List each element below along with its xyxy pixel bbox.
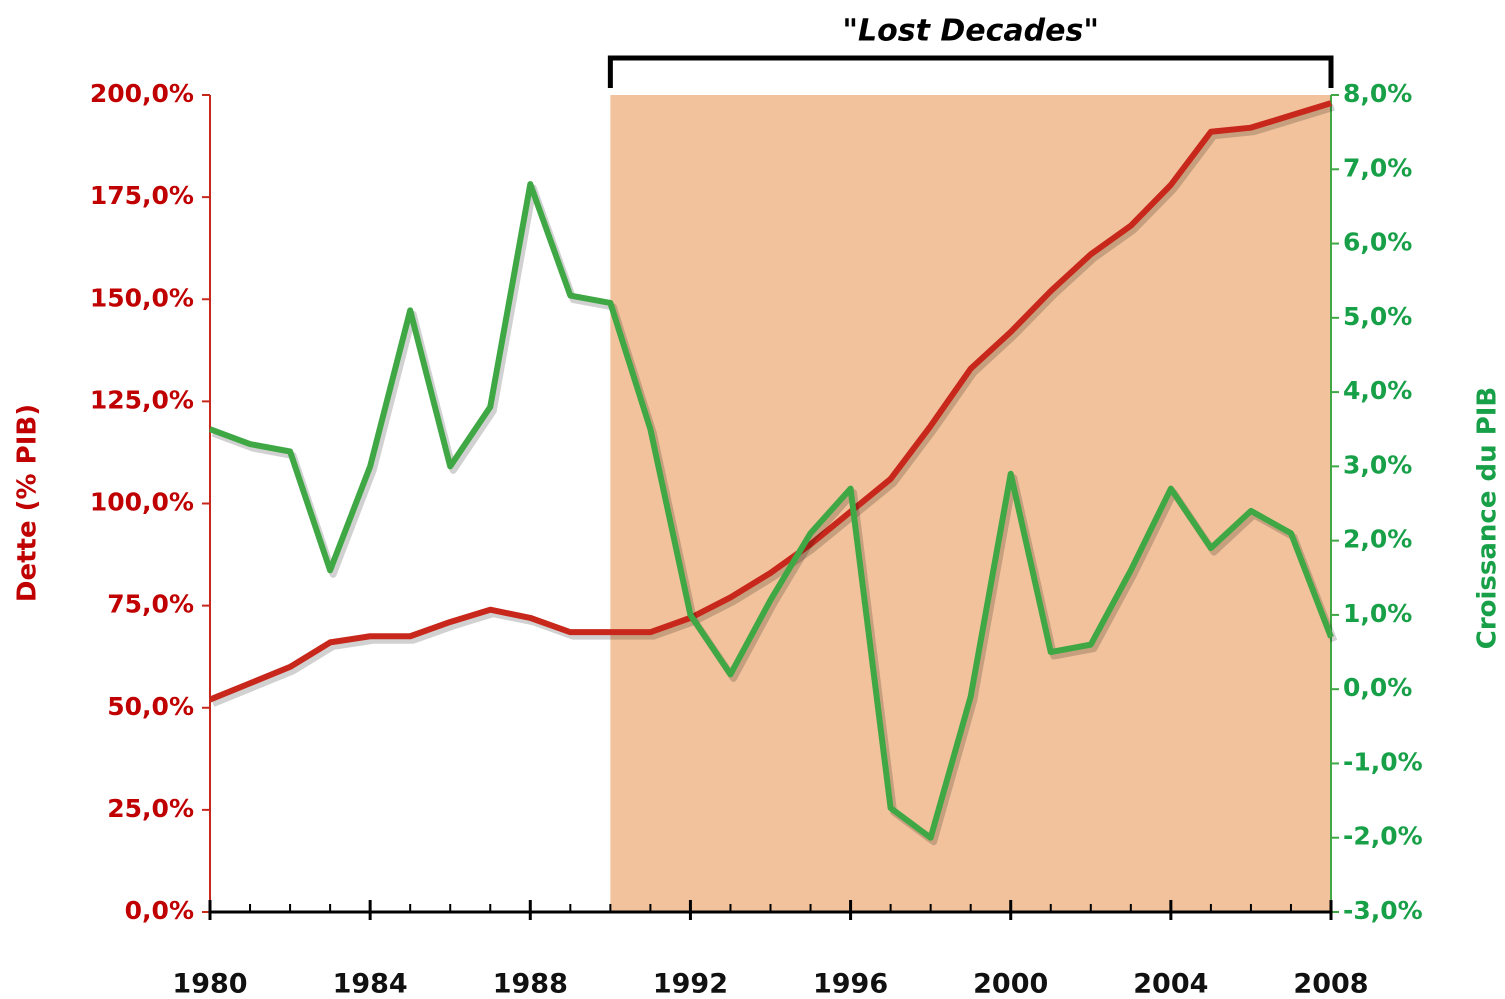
y2-tick-label: 4,0% xyxy=(1343,376,1412,405)
y-tick-label: 75,0% xyxy=(107,590,194,619)
y2-tick-label: -1,0% xyxy=(1343,747,1423,776)
y2-tick-label: 3,0% xyxy=(1343,450,1412,479)
bracket xyxy=(607,55,1334,88)
x-tick-label: 1980 xyxy=(172,969,247,999)
y-tick-label: 0,0% xyxy=(125,896,194,925)
y2-tick-label: -2,0% xyxy=(1343,822,1423,851)
x-tick-label: 1988 xyxy=(493,969,568,999)
y-tick-label: 50,0% xyxy=(107,692,194,721)
y-axis-label: Dette (% PIB) xyxy=(13,404,43,602)
y-tick-label: 175,0% xyxy=(90,181,194,210)
y2-tick-label: 7,0% xyxy=(1343,153,1412,182)
y2-tick-label: 0,0% xyxy=(1343,673,1412,702)
x-tick-label: 1996 xyxy=(813,969,888,999)
shaded-region xyxy=(610,95,1331,912)
x-tick-label: 2004 xyxy=(1133,969,1208,999)
y-tick-label: 25,0% xyxy=(107,794,194,823)
y2-axis-label: Croissance du PIB xyxy=(1473,387,1503,650)
line xyxy=(208,181,1334,841)
x-tick-label: 2008 xyxy=(1293,969,1368,999)
x-tick-label: 1992 xyxy=(653,969,728,999)
y2-tick-label: -3,0% xyxy=(1343,896,1423,925)
y2-tick-label: 5,0% xyxy=(1343,302,1412,331)
line-shadow xyxy=(211,103,1336,707)
line-shadow xyxy=(211,184,1338,846)
region-label: "Lost Decades" xyxy=(842,14,1099,49)
y-tick-label: 150,0% xyxy=(90,283,194,312)
y2-tick-label: 6,0% xyxy=(1343,228,1412,257)
y2-tick-label: 1,0% xyxy=(1343,599,1412,628)
y-tick-label: 100,0% xyxy=(90,488,194,517)
x-tick-label: 1984 xyxy=(333,969,408,999)
line xyxy=(208,100,1332,703)
y2-tick-label: 2,0% xyxy=(1343,525,1412,554)
x-tick-label: 2000 xyxy=(973,969,1048,999)
y2-tick-label: 8,0% xyxy=(1343,79,1412,108)
y-tick-label: 125,0% xyxy=(90,385,194,414)
y-tick-label: 200,0% xyxy=(90,79,194,108)
